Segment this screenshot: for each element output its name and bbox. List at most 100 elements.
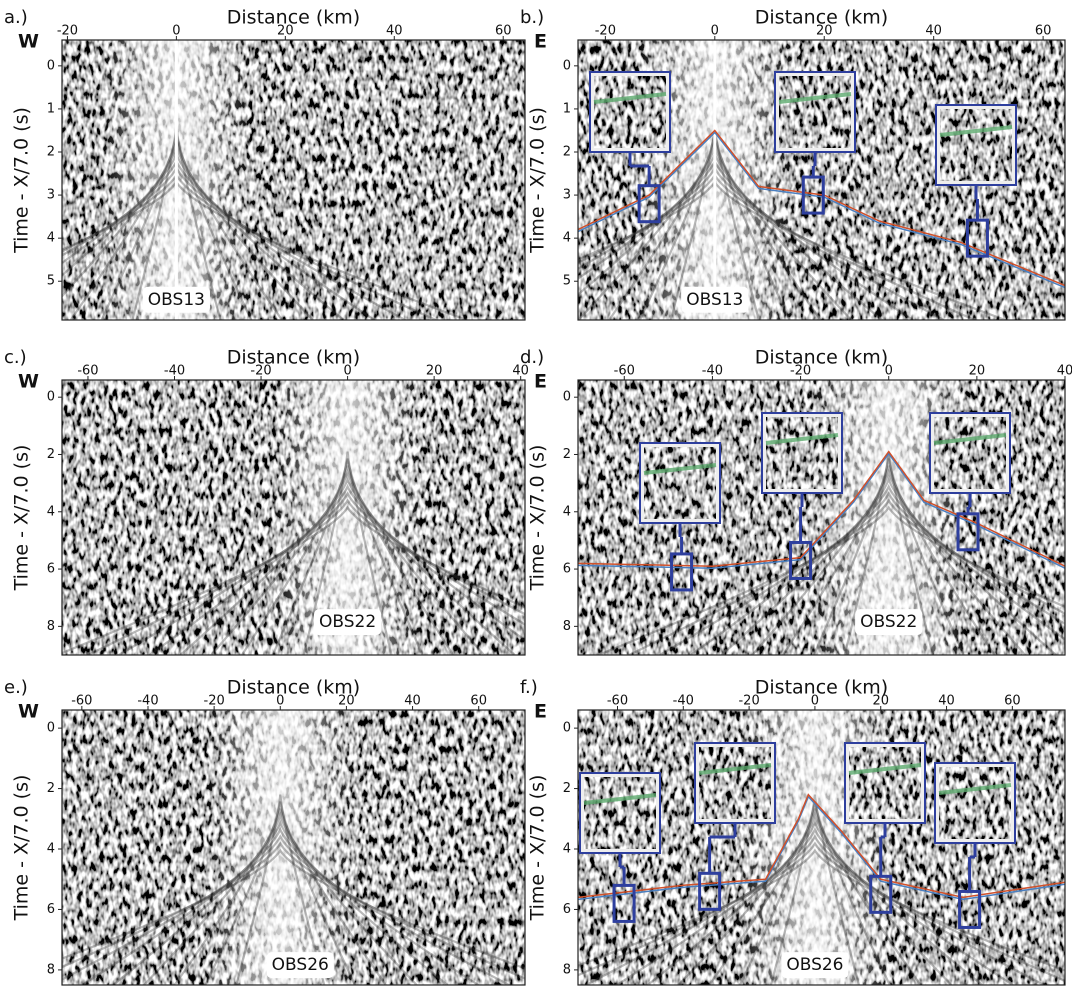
- hyperbola: [585, 834, 1045, 985]
- x-tick-label: 20: [969, 364, 986, 379]
- x-tick-label: -20: [250, 364, 271, 379]
- hyperbola: [578, 848, 1065, 972]
- pick-box: [612, 883, 636, 923]
- x-axis-title: Distance (km): [227, 7, 360, 29]
- pick-box: [801, 175, 825, 215]
- seismic-section: [62, 710, 525, 985]
- x-axis-title: Distance (km): [755, 677, 888, 699]
- y-axis-title: Time - X/7.0 (s): [11, 107, 33, 254]
- x-tick-label: -40: [137, 694, 158, 709]
- y-tick-label: 2: [47, 447, 55, 462]
- x-tick-label: -60: [614, 364, 635, 379]
- inset-pick: [939, 125, 1013, 137]
- panel: c.) Distance (km) W Time - X/7.0 (s) -60 -40 -…: [4, 347, 529, 656]
- side-letter: E: [534, 371, 547, 393]
- x-tick-label: 20: [338, 694, 355, 709]
- y-tick-label: 6: [563, 902, 571, 917]
- side-letter: E: [534, 31, 547, 53]
- hyperbola: [271, 458, 424, 655]
- frame: [61, 379, 526, 656]
- inset-image: [934, 417, 1006, 489]
- x-tick-label: 40: [404, 694, 421, 709]
- inset-image: [644, 447, 716, 519]
- panel: e.) Distance (km) W Time - X/7.0 (s) -60 -40 -…: [4, 677, 526, 986]
- y-tick-label: 8: [563, 962, 571, 977]
- x-tick-label: -40: [673, 694, 694, 709]
- y-tick-label: 6: [563, 562, 571, 577]
- x-tick-label: -20: [57, 24, 78, 39]
- x-tick-label: -40: [164, 364, 185, 379]
- frame: [577, 39, 1066, 321]
- y-tick-label: 3: [563, 188, 571, 203]
- station-box: [142, 286, 210, 313]
- y-tick-label: 0: [47, 390, 55, 405]
- x-tick-label: 60: [1004, 694, 1021, 709]
- x-tick-label: 40: [386, 24, 403, 39]
- inset-pick: [593, 92, 667, 104]
- x-tick-label: -60: [71, 694, 92, 709]
- x-tick-label: 20: [426, 364, 443, 379]
- y-tick-label: 4: [47, 231, 55, 246]
- station-box: [314, 609, 382, 636]
- x-tick-label: 60: [470, 694, 487, 709]
- x-axis-title: Distance (km): [755, 7, 888, 29]
- y-tick-label: 0: [563, 721, 571, 736]
- hyperbola: [302, 451, 393, 655]
- y-tick-label: 2: [47, 781, 55, 796]
- y-axis-title: Time - X/7.0 (s): [11, 445, 33, 592]
- panel: f.) Distance (km) E Time - X/7.0 (s) -60 -40 -…: [520, 677, 1066, 986]
- y-tick-label: 3: [47, 188, 55, 203]
- y-tick-label: 8: [47, 962, 55, 977]
- x-tick-label: 0: [811, 694, 819, 709]
- x-tick-label: 0: [711, 24, 719, 39]
- inset-pick: [698, 763, 772, 775]
- y-tick-label: 5: [47, 274, 55, 289]
- y-axis-title: Time - X/7.0 (s): [11, 775, 33, 922]
- inset-pick: [938, 783, 1012, 795]
- frame: [577, 379, 1066, 656]
- x-tick-label: 0: [276, 694, 284, 709]
- y-axis-title: Time - X/7.0 (s): [527, 775, 549, 922]
- side-letter: W: [18, 371, 39, 393]
- panel-label: e.): [4, 677, 28, 698]
- hyperbola: [210, 468, 485, 655]
- hyperbola: [578, 841, 1065, 983]
- x-tick-label: -60: [77, 364, 98, 379]
- x-tick-label: 20: [872, 694, 889, 709]
- pick-box: [789, 540, 813, 580]
- light-band: [206, 710, 355, 985]
- hyperbola: [62, 834, 510, 985]
- y-tick-label: 2: [563, 145, 571, 160]
- hyperbola: [179, 476, 516, 655]
- hyperbola: [173, 808, 387, 985]
- seismic-section: [62, 40, 525, 320]
- hyperbola: [647, 819, 983, 985]
- panel: d.) Distance (km) E Time - X/7.0 (s) -60 -40 -…: [520, 347, 1072, 656]
- hyperbola: [812, 458, 965, 655]
- inset-image: [699, 747, 771, 819]
- pick-box: [698, 871, 722, 911]
- inset-pick: [933, 433, 1007, 445]
- hyperbola: [87, 498, 525, 655]
- hyperbola: [597, 505, 1065, 655]
- x-axis-title: Distance (km): [227, 677, 360, 699]
- frame: [61, 709, 526, 986]
- hyperbola: [659, 491, 1065, 655]
- inset-image: [939, 767, 1011, 839]
- side-letter: E: [534, 701, 547, 723]
- x-tick-label: 0: [885, 364, 893, 379]
- y-axis-title: Time - X/7.0 (s): [527, 107, 549, 254]
- inset-pick: [643, 463, 717, 475]
- hyperbola: [628, 498, 1065, 655]
- station-label: OBS13: [148, 290, 205, 310]
- y-tick-label: 0: [47, 721, 55, 736]
- x-tick-label: -20: [204, 694, 225, 709]
- station-label: OBS22: [319, 612, 376, 632]
- panel-label: a.): [4, 7, 28, 28]
- station-label: OBS22: [860, 612, 917, 632]
- inset-pick: [778, 92, 852, 104]
- hyperbola: [62, 848, 525, 970]
- hyperbola: [782, 465, 996, 655]
- x-tick-label: 0: [172, 24, 180, 39]
